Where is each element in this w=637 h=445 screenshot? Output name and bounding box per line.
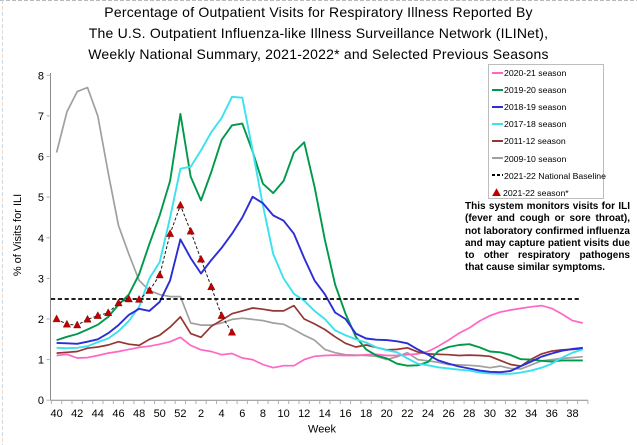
svg-text:52: 52 xyxy=(174,408,186,420)
svg-text:12: 12 xyxy=(298,408,310,420)
svg-text:6: 6 xyxy=(239,408,245,420)
svg-text:14: 14 xyxy=(319,408,331,420)
svg-text:16: 16 xyxy=(339,408,351,420)
svg-text:2: 2 xyxy=(198,408,204,420)
svg-text:7: 7 xyxy=(38,111,44,123)
svg-text:4: 4 xyxy=(38,233,44,245)
svg-text:44: 44 xyxy=(92,408,104,420)
svg-text:26: 26 xyxy=(442,408,454,420)
svg-text:Week: Week xyxy=(308,424,336,436)
svg-text:48: 48 xyxy=(133,408,145,420)
svg-text:1: 1 xyxy=(38,355,44,367)
svg-text:40: 40 xyxy=(50,408,62,420)
svg-text:46: 46 xyxy=(112,408,124,420)
svg-text:3: 3 xyxy=(38,273,44,285)
svg-text:30: 30 xyxy=(484,408,496,420)
svg-text:6: 6 xyxy=(38,152,44,164)
svg-text:50: 50 xyxy=(154,408,166,420)
svg-text:0: 0 xyxy=(38,395,44,407)
svg-text:36: 36 xyxy=(546,408,558,420)
svg-text:22: 22 xyxy=(401,408,413,420)
svg-text:42: 42 xyxy=(71,408,83,420)
svg-text:8: 8 xyxy=(38,70,44,82)
svg-text:34: 34 xyxy=(525,408,537,420)
svg-text:24: 24 xyxy=(422,408,434,420)
svg-text:32: 32 xyxy=(504,408,516,420)
svg-text:20: 20 xyxy=(381,408,393,420)
svg-text:18: 18 xyxy=(360,408,372,420)
svg-text:4: 4 xyxy=(219,408,225,420)
svg-text:38: 38 xyxy=(566,408,578,420)
svg-text:10: 10 xyxy=(277,408,289,420)
svg-text:5: 5 xyxy=(38,192,44,204)
svg-text:28: 28 xyxy=(463,408,475,420)
svg-text:2: 2 xyxy=(38,314,44,326)
svg-text:% of Visits for ILI: % of Visits for ILI xyxy=(12,194,24,276)
svg-text:8: 8 xyxy=(260,408,266,420)
